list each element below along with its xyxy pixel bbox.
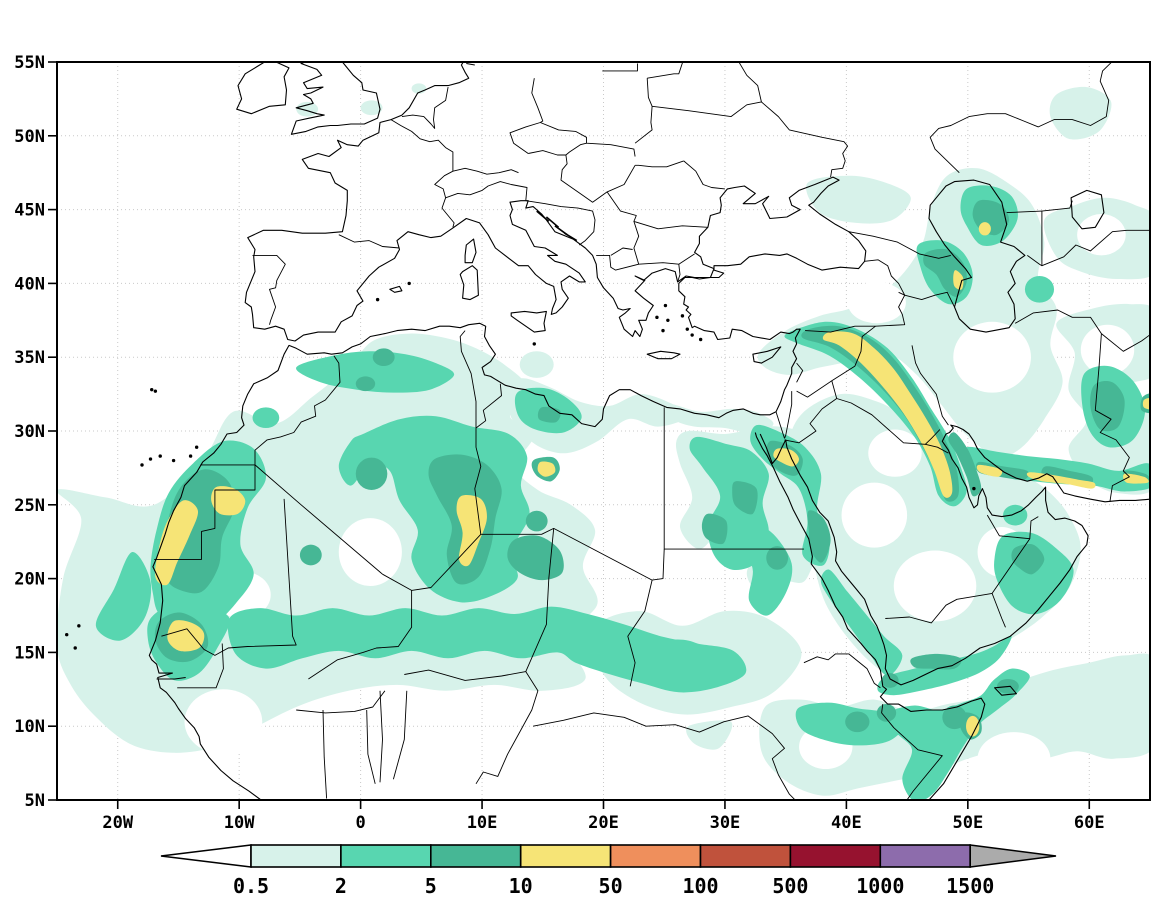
- lon-tick-label: 20E: [588, 813, 619, 833]
- lat-tick-label: 5N: [25, 791, 45, 811]
- lon-tick-label: 10E: [467, 813, 498, 833]
- lat-tick-label: 50N: [14, 127, 45, 147]
- lon-tick-label: 0: [355, 813, 365, 833]
- lon-tick-label: 50E: [952, 813, 983, 833]
- colorbar-label: 5: [425, 874, 437, 898]
- lat-tick-label: 45N: [14, 201, 45, 221]
- lat-tick-label: 55N: [14, 53, 45, 73]
- lon-tick-label: 30E: [710, 813, 741, 833]
- lon-tick-label: 40E: [831, 813, 862, 833]
- lat-tick-label: 30N: [14, 422, 45, 442]
- colorbar-segment: [340, 844, 432, 868]
- colorbar-label: 50: [599, 874, 623, 898]
- map-layers: [57, 62, 1150, 800]
- colorbar-label: 100: [682, 874, 718, 898]
- colorbar-segment: [699, 844, 792, 868]
- colorbar-label: 500: [772, 874, 808, 898]
- colorbar-segment: [250, 844, 342, 868]
- colorbar: 0.5 2 5 10 50 100 500 1000 1500: [160, 844, 1057, 898]
- lat-tick-label: 40N: [14, 274, 45, 294]
- colorbar-segment: [609, 844, 702, 868]
- colorbar-right-arrow: [969, 844, 1057, 868]
- colorbar-label: 10: [509, 874, 533, 898]
- lat-tick-label: 15N: [14, 643, 45, 663]
- lon-tick-label: 60E: [1074, 813, 1105, 833]
- lat-tick-label: 25N: [14, 496, 45, 516]
- colorbar-label: 1000: [856, 874, 904, 898]
- colorbar-segment: [789, 844, 882, 868]
- lat-tick-label: 20N: [14, 570, 45, 590]
- lon-tick-label: 20W: [102, 813, 133, 833]
- colorbar-segment: [879, 844, 971, 868]
- lon-tick-label: 10W: [224, 813, 255, 833]
- colorbar-label: 1500: [946, 874, 994, 898]
- colorbar-segment: [429, 844, 522, 868]
- colorbar-label: 2: [335, 874, 347, 898]
- colorbar-label: 0.5: [233, 874, 269, 898]
- lat-tick-label: 10N: [14, 717, 45, 737]
- colorbar-segment: [519, 844, 612, 868]
- lat-tick-label: 35N: [14, 348, 45, 368]
